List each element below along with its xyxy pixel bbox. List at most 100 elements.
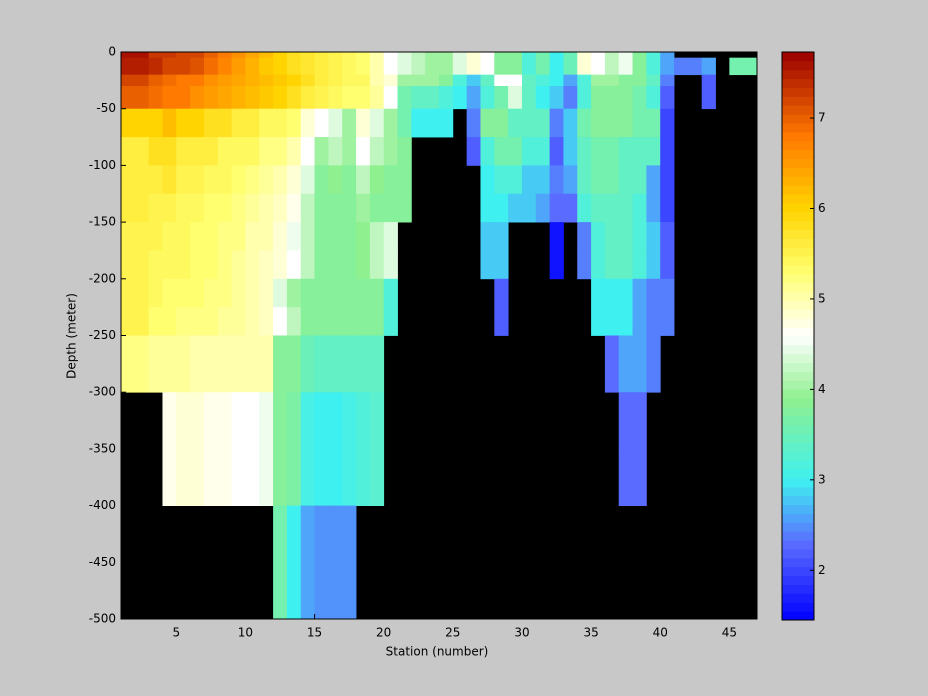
heatmap-cell: [176, 307, 191, 336]
heatmap-cell: [632, 278, 647, 308]
heatmap-cell: [314, 448, 329, 506]
heatmap-cell: [328, 392, 343, 450]
heatmap-cell: [314, 250, 329, 280]
heatmap-cell: [231, 108, 246, 138]
heatmap-cell: [259, 137, 274, 166]
heatmap-cell: [134, 335, 150, 393]
heatmap-cell: [577, 57, 592, 76]
heatmap-cell: [701, 86, 716, 110]
heatmap-cell: [273, 52, 288, 59]
heatmap-cell: [660, 222, 675, 251]
heatmap-cell: [480, 193, 495, 223]
heatmap-cell: [632, 392, 647, 450]
heatmap-cell: [508, 57, 523, 76]
colorbar-step: [782, 291, 814, 301]
heatmap-cell: [314, 505, 329, 620]
heatmap-cell: [383, 137, 398, 166]
heatmap-cell: [148, 137, 163, 166]
heatmap-cell: [162, 448, 177, 506]
heatmap-cell: [231, 448, 246, 506]
colorbar-step: [782, 123, 814, 133]
heatmap-cell: [300, 137, 315, 166]
heatmap-cell: [549, 108, 564, 138]
colorbar-step: [782, 265, 814, 275]
heatmap-cell: [549, 222, 564, 251]
heatmap-cell: [342, 250, 357, 280]
heatmap-cell: [577, 108, 592, 138]
heatmap-cell: [660, 165, 675, 195]
heatmap-cell: [314, 222, 329, 251]
heatmap-cell: [217, 307, 233, 336]
colorbar-tick-label: 5: [818, 291, 826, 305]
heatmap-cell: [245, 335, 260, 393]
heatmap-cell: [452, 52, 468, 59]
x-tick-label: 45: [722, 626, 737, 640]
colorbar-step: [782, 522, 814, 532]
heatmap-cell: [604, 137, 620, 166]
heatmap-cell: [618, 335, 633, 393]
heatmap-cell: [494, 57, 509, 76]
heatmap-cell: [162, 335, 177, 393]
heatmap-cell: [439, 57, 454, 76]
colorbar-tick-label: 6: [818, 201, 826, 215]
heatmap-cell: [286, 448, 302, 506]
heatmap-cell: [176, 278, 191, 308]
heatmap-cell: [273, 250, 288, 280]
heatmap-cell: [273, 108, 288, 138]
heatmap-cell: [121, 307, 136, 336]
heatmap-cell: [148, 108, 163, 138]
heatmap-cell: [411, 108, 426, 138]
heatmap-cell: [604, 222, 620, 251]
heatmap-cell: [604, 57, 620, 76]
colorbar-step: [782, 140, 814, 151]
heatmap-cell: [342, 505, 357, 620]
heatmap-cell: [480, 86, 495, 110]
heatmap-cell: [162, 52, 177, 59]
colorbar-step: [782, 238, 814, 248]
heatmap-cell: [328, 448, 343, 506]
heatmap-cell: [121, 250, 136, 280]
heatmap-cell: [273, 74, 288, 87]
heatmap-cell: [273, 222, 288, 251]
heatmap-cell: [494, 250, 509, 280]
heatmap-cell: [328, 222, 343, 251]
colorbar-tick-label: 7: [818, 111, 826, 125]
heatmap-cell: [743, 57, 758, 76]
heatmap-cell: [190, 86, 205, 110]
colorbar-step: [782, 344, 814, 355]
heatmap-cell: [604, 108, 620, 138]
heatmap-cell: [439, 108, 454, 138]
heatmap-cell: [328, 278, 343, 308]
heatmap-cell: [217, 74, 233, 87]
heatmap-cell: [342, 448, 357, 506]
heatmap-cell: [217, 250, 233, 280]
heatmap-cell: [369, 193, 385, 223]
heatmap-cell: [618, 86, 633, 110]
heatmap-cell: [632, 222, 647, 251]
heatmap-cell: [148, 335, 163, 393]
heatmap-cell: [300, 165, 315, 195]
heatmap-cell: [397, 74, 412, 87]
heatmap-cell: [508, 52, 523, 59]
heatmap-cell: [134, 52, 150, 59]
heatmap-cell: [466, 52, 481, 59]
heatmap-cell: [577, 165, 592, 195]
heatmap-cell: [162, 108, 177, 138]
colorbar-step: [782, 531, 814, 541]
heatmap-cell: [425, 86, 440, 110]
heatmap-cell: [411, 86, 426, 110]
colorbar-step: [782, 549, 814, 559]
heatmap-cell: [508, 86, 523, 110]
heatmap-cell: [591, 137, 606, 166]
colorbar-tick-label: 3: [818, 472, 826, 486]
x-tick-label: 40: [653, 626, 668, 640]
heatmap-cell: [134, 165, 150, 195]
heatmap-cell: [632, 250, 647, 280]
heatmap-cell: [190, 307, 205, 336]
heatmap-cell: [300, 57, 315, 76]
heatmap-cell: [383, 165, 398, 195]
heatmap-cell: [591, 52, 606, 59]
heatmap-cell: [300, 52, 315, 59]
colorbar-step: [782, 371, 814, 381]
heatmap-cell: [563, 137, 578, 166]
